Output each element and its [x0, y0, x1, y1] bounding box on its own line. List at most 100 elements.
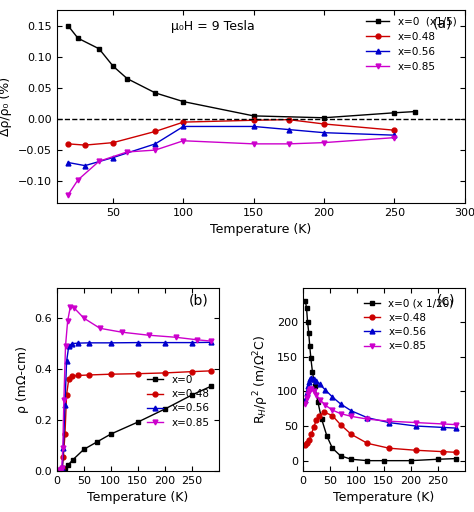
x=0.48	[57, 467, 63, 474]
Y-axis label: Δρ/ρ₀ (%): Δρ/ρ₀ (%)	[0, 77, 12, 136]
x=0.85	[392, 135, 397, 141]
x=0  (x1/5)	[412, 109, 418, 115]
x=0.56	[65, 159, 71, 165]
Text: (c): (c)	[436, 293, 455, 307]
x=0.85	[302, 401, 308, 407]
x=0.56	[329, 394, 335, 400]
x=0.85	[81, 315, 87, 321]
x=0.56	[348, 408, 354, 414]
x=0.48	[251, 117, 256, 123]
x=0.85	[329, 407, 335, 413]
x=0.85	[57, 467, 63, 474]
x=0.56	[82, 162, 88, 168]
x=0.48	[321, 409, 327, 415]
x=0  (x1/5)	[321, 115, 327, 121]
x=0.56	[59, 465, 65, 471]
x=0.56	[392, 132, 397, 138]
x=0.56	[86, 340, 92, 346]
x=0.56	[76, 340, 82, 346]
x=0 (x 1/20)	[337, 453, 343, 459]
x=0.56	[304, 390, 310, 396]
x=0.48	[62, 431, 68, 437]
Text: (b): (b)	[189, 293, 209, 307]
x=0.85	[323, 402, 328, 409]
x=0.48	[82, 142, 88, 148]
x=0.56	[313, 378, 319, 384]
x=0  (x1/5)	[124, 76, 130, 82]
Line: x=0.48: x=0.48	[303, 410, 459, 455]
Line: x=0.56: x=0.56	[303, 375, 459, 431]
X-axis label: Temperature (K): Temperature (K)	[87, 492, 188, 504]
x=0	[162, 406, 168, 412]
x=0.48	[286, 117, 292, 123]
Y-axis label: ρ (mΩ-cm): ρ (mΩ-cm)	[16, 346, 29, 413]
x=0.48	[440, 449, 446, 455]
x=0.85	[348, 413, 354, 419]
x=0.56	[305, 383, 310, 389]
x=0.48	[86, 372, 92, 378]
x=0.85	[317, 397, 323, 403]
x=0.85	[386, 418, 392, 424]
Line: x=0.56: x=0.56	[66, 124, 397, 168]
x=0.56	[181, 123, 186, 130]
x=0.48	[310, 424, 316, 431]
x=0.48	[392, 127, 397, 133]
x=0.48	[76, 372, 82, 378]
x=0.48	[69, 373, 75, 379]
x=0.56	[108, 340, 114, 346]
x=0.56	[110, 155, 116, 161]
x=0.48	[181, 119, 186, 125]
x=0 (x 1/20)	[329, 445, 335, 451]
x=0  (x1/5)	[153, 90, 158, 96]
Line: x=0.48: x=0.48	[66, 117, 397, 147]
x=0.48	[313, 417, 319, 423]
x=0.85	[305, 391, 310, 397]
x=0.85	[337, 411, 343, 417]
x=0  (x1/5)	[110, 63, 116, 69]
x=0.56	[365, 415, 370, 421]
x=0.56	[61, 445, 66, 451]
x=0.56	[69, 340, 75, 347]
Y-axis label: R$_H$/ρ$^2$ (m/Ω$^2$C): R$_H$/ρ$^2$ (m/Ω$^2$C)	[252, 335, 271, 424]
x=0.85	[97, 325, 103, 331]
x=0.85	[194, 337, 200, 343]
Line: x=0 (x 1/20): x=0 (x 1/20)	[303, 299, 459, 463]
x=0.56	[57, 467, 63, 474]
Line: x=0: x=0	[57, 384, 213, 472]
x=0 (x 1/20)	[324, 433, 330, 439]
x=0.85	[63, 343, 68, 349]
Line: x=0.56: x=0.56	[57, 340, 213, 473]
x=0.85	[173, 334, 178, 340]
x=0.56	[62, 402, 68, 408]
x=0  (x1/5)	[251, 113, 256, 119]
x=0 (x 1/20)	[319, 416, 325, 422]
Line: x=0.48: x=0.48	[57, 369, 213, 473]
x=0.85	[146, 332, 151, 338]
x=0.48	[189, 369, 194, 375]
x=0.48	[64, 392, 69, 398]
x=0 (x 1/20)	[305, 319, 310, 325]
x=0.48	[329, 413, 335, 419]
x=0.56	[302, 397, 308, 403]
Line: x=0  (x1/5): x=0 (x1/5)	[66, 24, 418, 120]
Line: x=0.85: x=0.85	[57, 304, 213, 473]
x=0.48	[61, 454, 66, 460]
x=0.85	[60, 445, 66, 451]
x=0.85	[65, 192, 71, 198]
x=0 (x 1/20)	[302, 298, 308, 305]
x=0.48	[454, 449, 459, 455]
x=0.56	[440, 424, 446, 431]
x=0.56	[307, 376, 313, 382]
x=0	[57, 467, 63, 473]
x=0.48	[306, 437, 312, 443]
x=0	[70, 457, 76, 463]
x=0.48	[66, 376, 72, 382]
x=0.48	[302, 442, 308, 449]
x=0.85	[119, 329, 125, 335]
X-axis label: Temperature (K): Temperature (K)	[210, 223, 311, 237]
x=0.85	[286, 141, 292, 147]
x=0.85	[321, 140, 327, 146]
x=0.85	[181, 138, 186, 144]
x=0.48	[304, 440, 310, 446]
x=0.48	[59, 465, 65, 472]
